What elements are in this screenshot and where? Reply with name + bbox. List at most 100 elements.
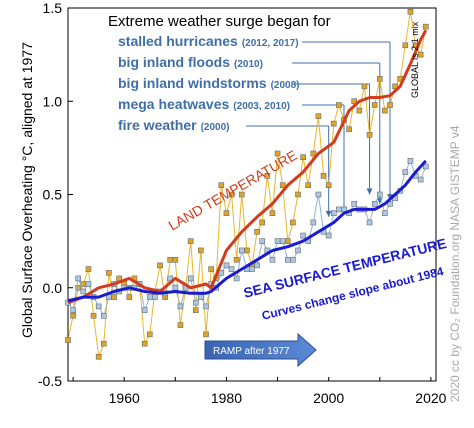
data-point xyxy=(310,219,317,226)
x-ticks: 1960 1980 2000 2020 xyxy=(72,377,447,406)
data-point xyxy=(376,191,383,198)
y-tick-label: 1.0 xyxy=(43,93,63,109)
data-point xyxy=(249,266,255,272)
credit-text: 2020 cc by CO₂ Foundation.org NASA GISTE… xyxy=(448,125,462,402)
data-point xyxy=(295,191,301,198)
data-point xyxy=(254,262,260,269)
data-point xyxy=(146,294,153,300)
data-point xyxy=(192,307,199,313)
data-point xyxy=(407,8,414,15)
data-point xyxy=(371,102,378,108)
data-point xyxy=(356,107,363,114)
data-point xyxy=(274,238,281,244)
data-point xyxy=(371,201,378,207)
data-point xyxy=(269,256,276,263)
data-point xyxy=(351,98,358,105)
data-point xyxy=(172,284,179,291)
data-point xyxy=(100,312,107,319)
data-point xyxy=(330,120,337,127)
data-point xyxy=(223,210,230,216)
event-label: big inland windstorms (2008) xyxy=(118,75,299,91)
data-point xyxy=(330,210,337,216)
smooth-curve xyxy=(67,159,427,303)
event-years: (2000) xyxy=(201,122,230,133)
data-point xyxy=(305,182,312,188)
x-tick-label: 1980 xyxy=(211,390,242,406)
data-point xyxy=(300,232,306,239)
data-point xyxy=(198,294,204,300)
data-point xyxy=(422,23,429,30)
data-point xyxy=(422,163,429,170)
series-land-points xyxy=(65,8,429,360)
data-point xyxy=(387,201,393,207)
data-point xyxy=(223,262,230,269)
data-point xyxy=(228,191,235,198)
data-point xyxy=(402,169,409,175)
y-tick-label: 0.0 xyxy=(43,280,63,296)
data-point xyxy=(259,219,266,226)
data-point xyxy=(111,294,117,300)
data-point xyxy=(402,42,409,49)
data-point xyxy=(351,201,358,207)
land-temperature-label: LAND TEMPERATURE xyxy=(166,147,300,234)
data-point xyxy=(295,247,301,254)
data-point xyxy=(177,303,184,310)
data-point xyxy=(100,340,107,347)
data-point xyxy=(218,270,225,276)
x-tick-label: 2020 xyxy=(415,390,446,406)
data-point xyxy=(187,275,194,282)
data-point xyxy=(126,294,133,300)
data-point xyxy=(177,322,184,328)
data-point xyxy=(75,284,82,291)
data-point xyxy=(407,158,414,164)
series-sea-smooth xyxy=(67,159,427,303)
global-mix-note: GLOBAL is 2:1 mix xyxy=(410,21,420,98)
data-point xyxy=(95,303,102,310)
data-point xyxy=(244,247,250,254)
data-point xyxy=(187,238,194,244)
data-point xyxy=(157,262,163,269)
data-point xyxy=(90,312,97,319)
event-years: (2012, 2017) xyxy=(242,38,299,49)
data-point xyxy=(269,210,276,216)
data-point xyxy=(315,113,322,119)
event-years: (2010) xyxy=(234,59,263,70)
data-point xyxy=(203,303,209,310)
event-years: (2008) xyxy=(271,80,300,91)
data-point xyxy=(417,176,424,183)
data-point xyxy=(233,275,240,282)
data-point xyxy=(264,173,271,179)
data-point xyxy=(106,270,112,276)
data-point xyxy=(310,150,317,157)
y-ticks: -0.5 0.0 0.5 1.0 1.5 xyxy=(38,0,73,389)
data-point xyxy=(85,266,92,272)
event-arrowhead xyxy=(325,210,332,217)
data-point xyxy=(95,353,102,360)
data-point xyxy=(259,238,266,244)
data-point xyxy=(218,182,225,188)
events-heading: Extreme weather surge began for xyxy=(108,13,331,30)
event-label: big inland floods (2010) xyxy=(118,54,263,70)
data-point xyxy=(382,210,388,216)
data-point xyxy=(336,206,342,213)
x-tick-label: 1960 xyxy=(109,390,140,406)
data-point xyxy=(336,102,342,108)
data-point xyxy=(284,256,291,263)
data-point xyxy=(203,331,209,338)
data-point xyxy=(167,256,174,263)
data-point xyxy=(279,238,286,244)
data-point xyxy=(172,256,179,263)
data-point xyxy=(80,288,87,295)
data-point xyxy=(70,307,76,313)
data-point xyxy=(208,266,214,272)
data-point xyxy=(146,331,153,338)
data-point xyxy=(417,51,424,58)
event-label: fire weather (2000) xyxy=(118,117,230,133)
data-point xyxy=(75,275,82,282)
data-point xyxy=(387,102,393,108)
data-point xyxy=(254,229,260,235)
event-arrowhead xyxy=(387,194,393,201)
data-point xyxy=(228,266,235,272)
x-tick-label: 2000 xyxy=(313,390,344,406)
data-point xyxy=(300,154,306,160)
